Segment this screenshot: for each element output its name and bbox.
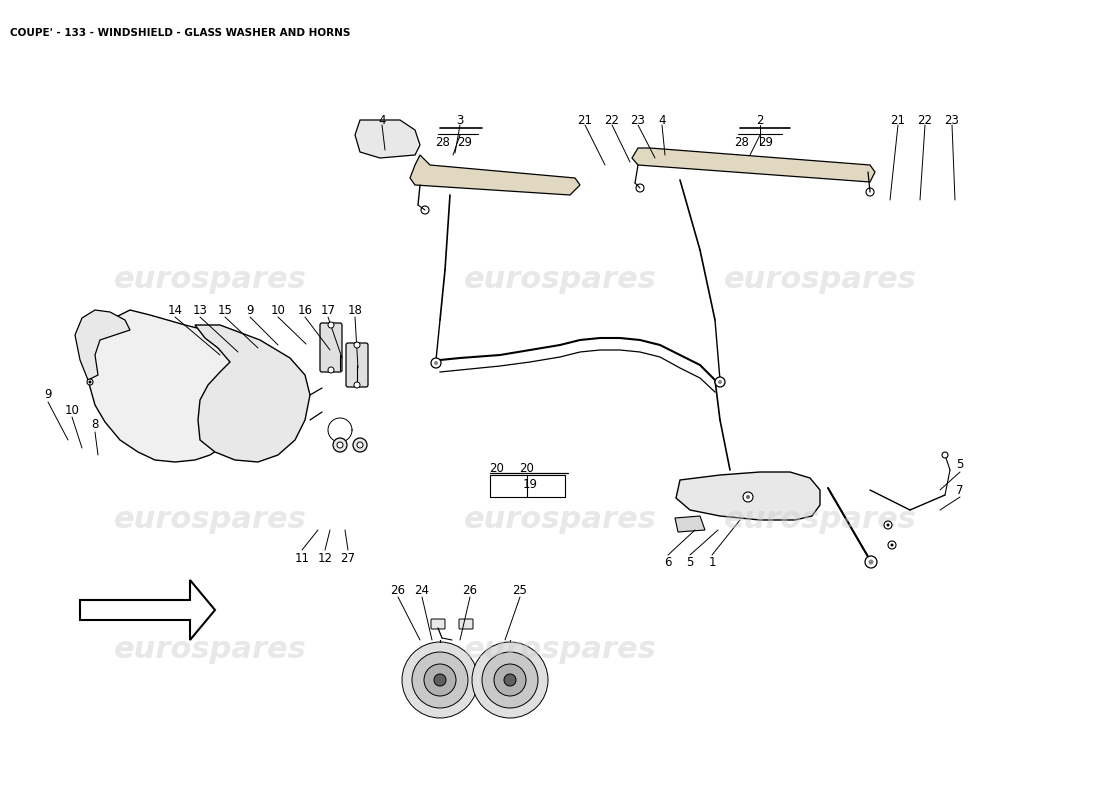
Polygon shape [80, 580, 214, 640]
Text: 28: 28 [436, 135, 450, 149]
Circle shape [88, 381, 91, 383]
Text: 2: 2 [757, 114, 763, 126]
Text: 11: 11 [295, 551, 309, 565]
Circle shape [354, 382, 360, 388]
Text: 29: 29 [458, 135, 473, 149]
Text: 22: 22 [605, 114, 619, 126]
Text: 14: 14 [167, 303, 183, 317]
Text: eurospares: eurospares [113, 635, 307, 665]
Text: 5: 5 [956, 458, 964, 471]
Text: 8: 8 [91, 418, 99, 431]
Circle shape [358, 442, 363, 448]
Polygon shape [632, 148, 875, 182]
Text: 5: 5 [686, 555, 694, 569]
Circle shape [715, 377, 725, 387]
Text: COUPE' - 133 - WINDSHIELD - GLASS WASHER AND HORNS: COUPE' - 133 - WINDSHIELD - GLASS WASHER… [10, 28, 351, 38]
Circle shape [494, 664, 526, 696]
Circle shape [865, 556, 877, 568]
Circle shape [636, 184, 644, 192]
Text: 3: 3 [456, 114, 464, 126]
Text: 18: 18 [348, 303, 362, 317]
Polygon shape [88, 310, 252, 462]
Circle shape [328, 367, 334, 373]
Polygon shape [675, 516, 705, 532]
Circle shape [742, 492, 754, 502]
Circle shape [891, 543, 893, 546]
Circle shape [424, 664, 456, 696]
Text: 25: 25 [513, 583, 527, 597]
Text: 7: 7 [956, 483, 964, 497]
Circle shape [353, 438, 367, 452]
Circle shape [87, 379, 94, 385]
Circle shape [472, 642, 548, 718]
Text: 1: 1 [708, 555, 716, 569]
Bar [490, 475, 565, 497]
Polygon shape [355, 120, 420, 158]
Text: 27: 27 [341, 551, 355, 565]
Circle shape [434, 674, 446, 686]
Polygon shape [75, 310, 130, 380]
Circle shape [942, 452, 948, 458]
Polygon shape [195, 325, 310, 462]
Text: 9: 9 [44, 389, 52, 402]
Circle shape [718, 380, 722, 384]
Text: eurospares: eurospares [113, 506, 307, 534]
Circle shape [328, 322, 334, 328]
Circle shape [884, 521, 892, 529]
Text: 24: 24 [415, 583, 429, 597]
Circle shape [434, 361, 438, 365]
Circle shape [337, 442, 343, 448]
FancyBboxPatch shape [320, 323, 342, 372]
Text: eurospares: eurospares [463, 266, 657, 294]
Text: 20: 20 [490, 462, 505, 474]
Circle shape [504, 674, 516, 686]
Circle shape [354, 342, 360, 348]
Text: 26: 26 [390, 583, 406, 597]
FancyBboxPatch shape [431, 619, 446, 629]
Text: 21: 21 [891, 114, 905, 126]
Text: eurospares: eurospares [724, 506, 916, 534]
Text: eurospares: eurospares [724, 266, 916, 294]
Text: 29: 29 [759, 135, 773, 149]
Circle shape [482, 652, 538, 708]
Text: 26: 26 [462, 583, 477, 597]
Circle shape [402, 642, 478, 718]
Text: 28: 28 [735, 135, 749, 149]
Text: 6: 6 [664, 555, 672, 569]
Circle shape [888, 541, 896, 549]
Circle shape [887, 523, 890, 526]
Text: 23: 23 [945, 114, 959, 126]
Text: 19: 19 [522, 478, 538, 491]
Text: 4: 4 [658, 114, 666, 126]
Text: 22: 22 [917, 114, 933, 126]
Circle shape [333, 438, 346, 452]
Circle shape [431, 358, 441, 368]
Circle shape [421, 206, 429, 214]
Circle shape [412, 652, 468, 708]
Text: eurospares: eurospares [463, 506, 657, 534]
Text: eurospares: eurospares [463, 635, 657, 665]
Text: 4: 4 [378, 114, 386, 126]
FancyBboxPatch shape [459, 619, 473, 629]
Text: 9: 9 [246, 303, 254, 317]
FancyBboxPatch shape [346, 343, 368, 387]
Circle shape [869, 559, 873, 565]
Text: 15: 15 [218, 303, 232, 317]
Text: 21: 21 [578, 114, 593, 126]
Circle shape [866, 188, 874, 196]
Text: 23: 23 [630, 114, 646, 126]
Text: 10: 10 [271, 303, 285, 317]
Text: eurospares: eurospares [113, 266, 307, 294]
Circle shape [746, 495, 750, 499]
Text: 20: 20 [519, 462, 535, 474]
Text: 16: 16 [297, 303, 312, 317]
Polygon shape [676, 472, 820, 520]
Text: 17: 17 [320, 303, 336, 317]
Text: 12: 12 [318, 551, 332, 565]
Text: 10: 10 [65, 403, 79, 417]
Polygon shape [410, 155, 580, 195]
Text: 13: 13 [192, 303, 208, 317]
